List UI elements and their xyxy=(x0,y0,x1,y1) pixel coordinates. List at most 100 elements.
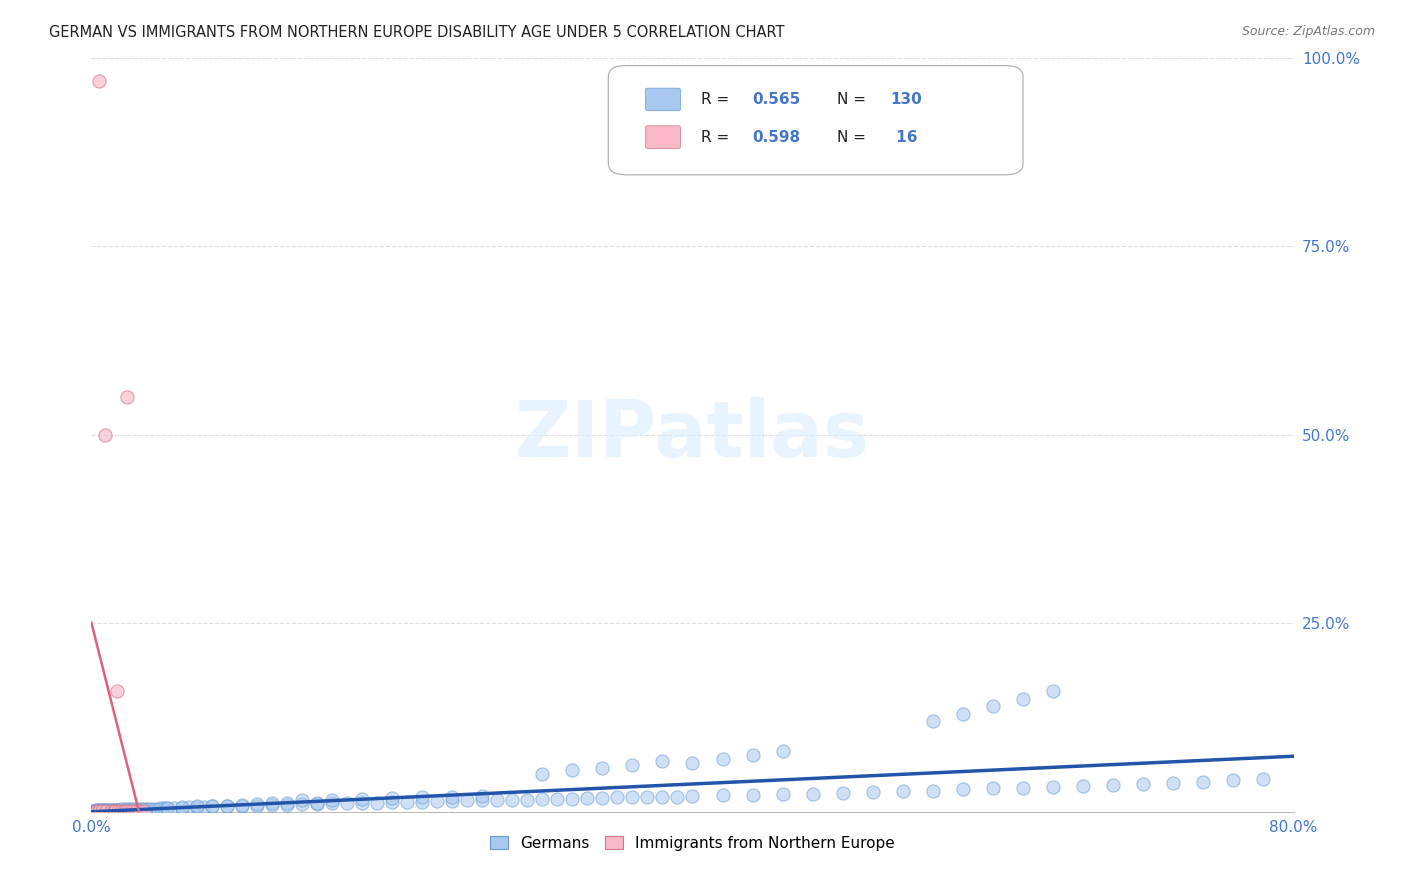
Point xyxy=(84,803,107,817)
Point xyxy=(381,791,404,805)
Point xyxy=(651,754,673,768)
Point xyxy=(381,795,404,809)
Point xyxy=(193,800,215,814)
Point xyxy=(651,789,673,804)
Point xyxy=(96,804,118,818)
Point xyxy=(110,804,132,818)
Point xyxy=(1222,773,1244,788)
Point xyxy=(87,804,110,818)
Point xyxy=(591,761,613,775)
Point xyxy=(117,802,139,816)
Point xyxy=(366,796,388,810)
Point xyxy=(891,784,914,798)
Point xyxy=(82,804,104,818)
Point xyxy=(321,792,343,806)
Point xyxy=(260,797,283,811)
Point xyxy=(215,799,238,814)
Text: N =: N = xyxy=(837,92,870,107)
Point xyxy=(741,788,763,802)
Point xyxy=(94,803,117,817)
Point xyxy=(89,803,111,817)
Point xyxy=(155,801,177,815)
Point xyxy=(981,781,1004,796)
Point xyxy=(201,798,224,813)
Point xyxy=(86,804,108,818)
Point xyxy=(201,799,224,814)
Point xyxy=(105,684,128,698)
Point xyxy=(163,801,186,815)
Point xyxy=(831,786,853,800)
Point xyxy=(952,706,974,721)
Point xyxy=(246,798,269,813)
Point xyxy=(1102,778,1125,792)
Point xyxy=(606,790,628,805)
Text: 16: 16 xyxy=(891,129,917,145)
Point xyxy=(121,804,143,818)
Point xyxy=(561,792,583,806)
Point xyxy=(94,427,117,442)
Point xyxy=(305,797,328,812)
Point xyxy=(516,792,538,806)
Point xyxy=(90,803,112,817)
Point xyxy=(276,797,298,812)
Point xyxy=(411,795,433,809)
Point xyxy=(115,804,138,818)
Text: ZIPatlas: ZIPatlas xyxy=(515,397,870,473)
Point xyxy=(134,802,156,816)
Point xyxy=(131,802,153,816)
Point xyxy=(260,797,283,812)
Point xyxy=(291,793,314,807)
Point xyxy=(801,787,824,801)
Point xyxy=(546,792,568,806)
FancyBboxPatch shape xyxy=(645,88,681,111)
Point xyxy=(97,803,120,817)
Point xyxy=(100,804,122,818)
Point xyxy=(1161,776,1184,790)
Point xyxy=(125,804,148,818)
Point xyxy=(321,797,343,811)
Point xyxy=(143,802,166,816)
Text: 0.565: 0.565 xyxy=(752,92,801,107)
Point xyxy=(117,390,139,404)
Point xyxy=(1012,780,1035,795)
Point xyxy=(103,804,125,818)
Point xyxy=(170,801,193,815)
Point xyxy=(114,802,136,816)
Point xyxy=(981,699,1004,714)
Point xyxy=(1192,774,1215,789)
Point xyxy=(83,804,105,818)
Text: N =: N = xyxy=(837,129,870,145)
Point xyxy=(186,800,208,814)
Point xyxy=(501,792,523,806)
Point xyxy=(636,790,658,805)
Point xyxy=(291,797,314,812)
Point xyxy=(93,803,115,817)
Point xyxy=(440,794,463,808)
Point xyxy=(128,804,150,818)
Point xyxy=(215,798,238,813)
Point xyxy=(86,803,108,817)
Point xyxy=(411,790,433,805)
Point xyxy=(621,758,644,772)
Point xyxy=(120,802,142,816)
Point xyxy=(862,785,884,799)
Point xyxy=(711,752,734,766)
Point xyxy=(149,801,172,815)
Point xyxy=(110,802,132,816)
Point xyxy=(772,788,794,802)
Point xyxy=(350,792,373,806)
Legend: Germans, Immigrants from Northern Europe: Germans, Immigrants from Northern Europe xyxy=(484,830,901,857)
Point xyxy=(1012,691,1035,706)
Point xyxy=(90,804,112,818)
Point xyxy=(681,789,703,803)
Point xyxy=(118,804,141,818)
Point xyxy=(96,803,118,817)
Point xyxy=(561,764,583,778)
Point xyxy=(125,802,148,816)
Point xyxy=(100,803,122,817)
Point xyxy=(87,803,110,817)
Point xyxy=(146,802,169,816)
Point xyxy=(231,798,253,813)
FancyBboxPatch shape xyxy=(609,65,1024,175)
Point xyxy=(155,801,177,815)
